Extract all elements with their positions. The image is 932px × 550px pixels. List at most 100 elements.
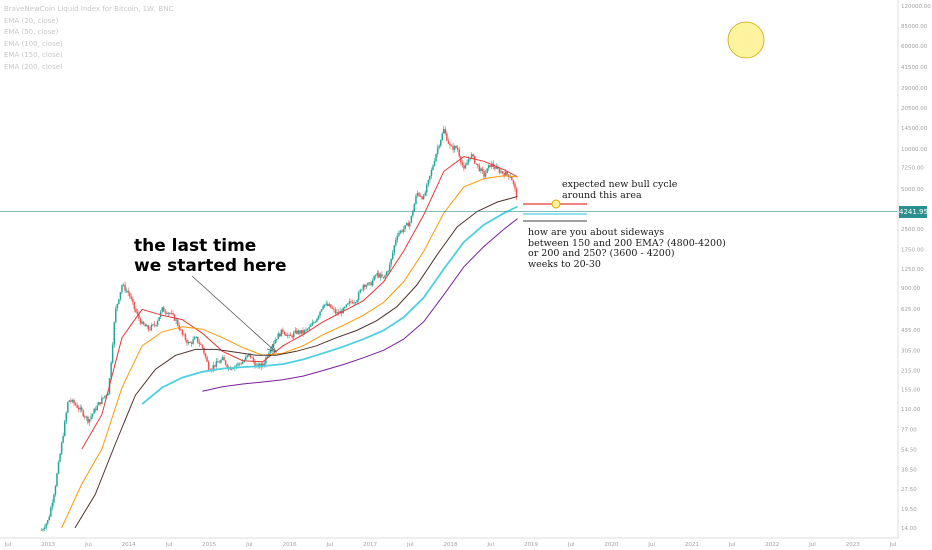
candle xyxy=(407,220,409,227)
candle xyxy=(67,401,69,414)
bull-line2: around this area xyxy=(562,189,642,201)
y-tick-label: 19.50 xyxy=(901,507,917,513)
candle xyxy=(470,152,473,159)
candle xyxy=(432,164,434,171)
candle xyxy=(176,318,179,327)
candle-body xyxy=(88,419,91,423)
candle-body xyxy=(444,129,447,134)
candle-body xyxy=(484,173,487,177)
candle-body xyxy=(91,413,94,417)
candle-body xyxy=(483,171,485,177)
candle xyxy=(388,262,391,274)
candle-body xyxy=(359,289,361,293)
x-tick-label: 2013 xyxy=(41,542,55,548)
last-time-annotation: the last time we started here xyxy=(134,236,287,276)
candle-body xyxy=(96,405,98,411)
candle xyxy=(96,402,98,411)
candle xyxy=(504,168,507,176)
candle xyxy=(356,299,358,304)
legend-item-ema20[interactable]: EMA (20, close) xyxy=(4,16,59,25)
legend-item-ema150[interactable]: EMA (150, close) xyxy=(4,51,63,59)
candle-body xyxy=(48,516,50,521)
candle xyxy=(42,527,44,532)
legend-item-ema200[interactable]: EMA (200, close) xyxy=(4,62,63,71)
candle-body xyxy=(376,272,378,276)
candle-body xyxy=(305,329,307,331)
candle-body xyxy=(43,527,46,530)
candle-body xyxy=(155,325,157,326)
candle-body xyxy=(453,146,456,150)
candle xyxy=(197,336,199,344)
candle-body xyxy=(511,177,513,181)
candle-body xyxy=(282,329,284,332)
ema-line-3 xyxy=(74,196,518,529)
candle-body xyxy=(187,342,190,344)
candle xyxy=(217,358,219,363)
candle-body xyxy=(153,324,156,326)
candle xyxy=(294,327,296,334)
candle xyxy=(296,328,298,335)
legend-item-ema100[interactable]: EMA (100, close) xyxy=(4,39,63,48)
candle xyxy=(265,356,267,366)
candle xyxy=(53,493,55,506)
candle xyxy=(220,358,222,364)
candle xyxy=(325,300,327,307)
candle-body xyxy=(85,416,88,418)
candle-body xyxy=(302,330,304,334)
y-tick-label: 120000.00 xyxy=(901,4,931,10)
candle-body xyxy=(336,312,338,314)
candle xyxy=(381,271,383,278)
candle xyxy=(361,289,363,291)
candle-body xyxy=(266,356,269,358)
ema-layer xyxy=(61,156,518,529)
candle-body xyxy=(300,330,303,334)
candle xyxy=(382,276,385,279)
candle-body xyxy=(156,321,159,326)
candle xyxy=(316,318,318,323)
x-tick-label: 2021 xyxy=(685,542,699,548)
candle-body xyxy=(133,301,136,309)
candle xyxy=(375,274,377,279)
candle-body xyxy=(221,357,224,360)
candle-body xyxy=(327,303,329,306)
legend-item-ema50[interactable]: EMA (50, close) xyxy=(4,28,59,36)
candle-body xyxy=(303,330,306,334)
candle xyxy=(398,230,400,238)
candle-body xyxy=(274,340,276,344)
candle-body xyxy=(146,325,148,327)
candle xyxy=(426,183,428,197)
candle-body xyxy=(432,165,434,170)
candle xyxy=(246,355,249,359)
candle xyxy=(142,321,145,326)
candle-body xyxy=(464,165,467,169)
candle xyxy=(125,287,128,294)
candle xyxy=(215,358,218,370)
candle-body xyxy=(297,330,300,334)
candle xyxy=(186,338,188,346)
candle-body xyxy=(404,225,406,230)
candle-body xyxy=(367,282,369,286)
candle-body xyxy=(294,330,296,333)
candle-body xyxy=(413,203,416,212)
candle-body xyxy=(345,304,348,308)
candle xyxy=(150,323,153,332)
candle xyxy=(503,171,505,179)
candle xyxy=(141,319,143,325)
y-tick-label: 1250.00 xyxy=(901,267,924,273)
candle xyxy=(59,452,61,463)
x-tick-label: Jul xyxy=(325,542,333,548)
candle-body xyxy=(40,530,43,531)
candle-body xyxy=(130,296,132,299)
candle-body xyxy=(387,270,389,272)
candle-body xyxy=(452,146,454,150)
candle xyxy=(221,355,224,361)
candle-body xyxy=(161,307,163,312)
candle xyxy=(111,342,114,365)
candle xyxy=(370,280,372,286)
candle-body xyxy=(136,312,139,314)
candle xyxy=(402,226,405,235)
candle-body xyxy=(62,435,64,443)
candle xyxy=(515,186,518,201)
candle-body xyxy=(169,312,171,314)
